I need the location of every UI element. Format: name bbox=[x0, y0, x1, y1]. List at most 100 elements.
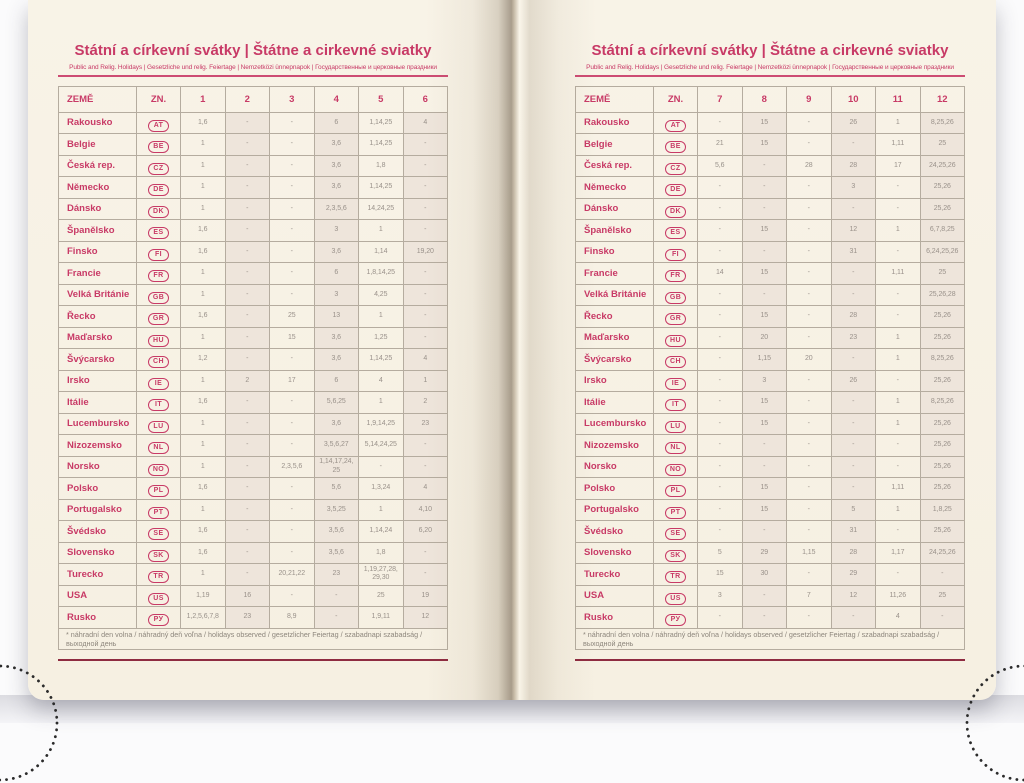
country-code-badge: IT bbox=[665, 399, 686, 412]
month-value-cell: 1, 6 bbox=[180, 111, 226, 134]
month-value-cell: 1, 8, 25 bbox=[919, 498, 965, 521]
month-value-cell: - bbox=[402, 133, 448, 156]
month-value-cell: - bbox=[875, 455, 921, 478]
month-value-cell: - bbox=[358, 455, 404, 478]
month-value-cell: 1 bbox=[402, 369, 448, 392]
month-value-cell: - bbox=[697, 176, 743, 199]
country-name: Rusko bbox=[58, 606, 137, 629]
month-value-cell: 19, 20 bbox=[402, 240, 448, 263]
month-value-cell: - bbox=[697, 219, 743, 242]
month-value-cell: 7 bbox=[786, 584, 832, 607]
table-row: Norsko NO - - - - -25, 26 bbox=[575, 455, 965, 478]
month-value-cell: - bbox=[697, 326, 743, 349]
month-value-cell: 1 bbox=[180, 262, 226, 285]
country-code-cell: PT bbox=[136, 498, 181, 521]
country-code-badge: NO bbox=[147, 463, 170, 476]
month-value-cell: - bbox=[830, 412, 876, 435]
month-value-cell: 8, 25, 26 bbox=[919, 111, 965, 134]
month-value-cell: - bbox=[697, 348, 743, 371]
maroon-rule bbox=[575, 658, 965, 661]
table-row: Rakousko AT -15-26 1 8, 25, 26 bbox=[575, 111, 965, 134]
month-value-cell: 3, 6 bbox=[313, 133, 359, 156]
country-code-badge: US bbox=[665, 592, 686, 605]
month-value-cell: 29 bbox=[741, 541, 787, 564]
month-value-cell: 25, 26, 28 bbox=[919, 283, 965, 306]
country-code-cell: CZ bbox=[136, 154, 181, 177]
table-row: Německo DE - - -3-25, 26 bbox=[575, 176, 965, 199]
month-value-cell: 1, 11 bbox=[875, 262, 921, 285]
table-row: Polsko PL -15- -1, 11 25, 26 bbox=[575, 477, 965, 500]
country-code-cell: GR bbox=[136, 305, 181, 328]
country-code-cell: US bbox=[653, 584, 698, 607]
month-value-cell: 19 bbox=[402, 584, 448, 607]
country-code-badge: GR bbox=[147, 313, 170, 326]
month-value-cell: 17 bbox=[875, 154, 921, 177]
month-value-cell: 1 bbox=[875, 326, 921, 349]
country-name: Velká Británie bbox=[575, 283, 654, 306]
month-value-cell: 23 bbox=[830, 326, 876, 349]
month-value-cell: 15 bbox=[741, 498, 787, 521]
month-value-cell: 1, 15 bbox=[786, 541, 832, 564]
country-code-cell: GR bbox=[653, 305, 698, 328]
month-value-cell: - bbox=[402, 197, 448, 220]
month-value-cell: 25, 26 bbox=[919, 477, 965, 500]
month-value-cell: 15 bbox=[741, 305, 787, 328]
table-row: Rusko РУ 1, 2, 5, 6, 7, 8 23 8, 9-1, 9, 11 12 bbox=[58, 606, 448, 629]
month-value-cell: 1, 3, 24 bbox=[358, 477, 404, 500]
month-value-cell: - bbox=[697, 197, 743, 220]
country-code-cell: IE bbox=[653, 369, 698, 392]
month-value-cell: 1 bbox=[180, 412, 226, 435]
country-code-cell: AT bbox=[653, 111, 698, 134]
month-value-cell: 25 bbox=[919, 262, 965, 285]
month-value-cell: 15 bbox=[741, 477, 787, 500]
month-value-cell: - bbox=[402, 434, 448, 457]
footnote: * náhradní den volna / náhradný deň voľn… bbox=[575, 627, 965, 650]
country-name: Španělsko bbox=[58, 219, 137, 242]
month-value-cell: 6 bbox=[313, 111, 359, 134]
country-code-badge: PL bbox=[148, 485, 169, 498]
footnote: * náhradní den volna / náhradný deň voľn… bbox=[58, 627, 448, 650]
month-value-cell: 2 bbox=[402, 391, 448, 414]
table-row: Česká rep. CZ 1- -3, 6 1, 8- bbox=[58, 154, 448, 177]
subtitle-rule bbox=[58, 75, 448, 77]
month-value-cell: - bbox=[786, 563, 832, 586]
country-name: Portugalsko bbox=[575, 498, 654, 521]
month-value-cell: - bbox=[269, 154, 315, 177]
month-value-cell: - bbox=[786, 111, 832, 134]
month-value-cell: - bbox=[786, 520, 832, 543]
month-value-cell: 25, 26 bbox=[919, 369, 965, 392]
country-code-cell: DE bbox=[653, 176, 698, 199]
right-page-content: Státní a církevní svátky | Štátne a cirk… bbox=[575, 42, 965, 661]
table-row: Dánsko DK - - - - -25, 26 bbox=[575, 197, 965, 220]
month-value-cell: - bbox=[224, 240, 270, 263]
month-value-cell: 8, 25, 26 bbox=[919, 348, 965, 371]
country-code-badge: US bbox=[148, 592, 169, 605]
month-value-cell: 23 bbox=[402, 412, 448, 435]
table-row: Lucembursko LU 1- -3, 6 1, 9, 14, 25 23 bbox=[58, 412, 448, 435]
left-page-content: Státní a církevní svátky | Štátne a cirk… bbox=[58, 42, 448, 661]
month-value-cell: - bbox=[402, 262, 448, 285]
country-code-cell: FR bbox=[136, 262, 181, 285]
month-value-cell: 24, 25, 26 bbox=[919, 541, 965, 564]
month-value-cell: 6, 20 bbox=[402, 520, 448, 543]
page-title: Státní a církevní svátky | Štátne a cirk… bbox=[591, 42, 949, 59]
country-code-badge: GB bbox=[147, 291, 170, 304]
country-code-badge: GB bbox=[664, 291, 687, 304]
month-value-cell: 1, 6 bbox=[180, 541, 226, 564]
table-row: Portugalsko PT -15-5 1 1, 8, 25 bbox=[575, 498, 965, 521]
country-code-cell: TR bbox=[653, 563, 698, 586]
country-code-cell: DK bbox=[136, 197, 181, 220]
month-value-cell: 12 bbox=[402, 606, 448, 629]
month-value-cell: 1, 6 bbox=[180, 219, 226, 242]
month-value-cell: 25 bbox=[919, 133, 965, 156]
holidays-table-right: ZEMĚ ZN. 7 8 9 10 11 12 Rakousko AT -15-26 1 8, 2… bbox=[575, 85, 965, 650]
country-name: Dánsko bbox=[575, 197, 654, 220]
country-code-badge: NL bbox=[665, 442, 686, 455]
month-value-cell: 1 bbox=[180, 455, 226, 478]
month-value-cell: 8, 25, 26 bbox=[919, 391, 965, 414]
country-code-cell: IT bbox=[136, 391, 181, 414]
month-value-cell: 3 bbox=[830, 176, 876, 199]
table-row: Švýcarsko CH 1, 2- -3, 6 1, 14, 25 4 bbox=[58, 348, 448, 371]
month-value-cell: - bbox=[269, 262, 315, 285]
month-value-cell: - bbox=[830, 477, 876, 500]
